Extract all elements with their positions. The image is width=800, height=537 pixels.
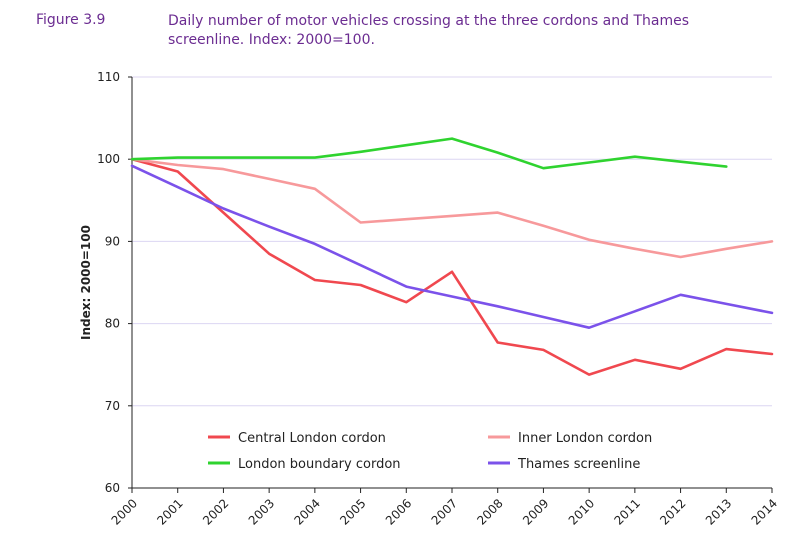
x-tick-label-2006: 2006 [383, 496, 414, 527]
legend-label-thames-screenline: Thames screenline [517, 457, 640, 472]
legend-label-central-london-cordon: Central London cordon [238, 431, 386, 446]
x-tick-label-2014: 2014 [749, 496, 780, 527]
x-tick-label-2007: 2007 [429, 496, 460, 527]
series-line-inner-london-cordon [130, 157, 774, 259]
x-tick-label-2011: 2011 [611, 496, 642, 527]
y-tick-label-80: 80 [105, 317, 120, 331]
legend-label-london-boundary-cordon: London boundary cordon [238, 457, 401, 472]
y-tick-label-70: 70 [105, 399, 120, 413]
x-tick-label-2012: 2012 [657, 496, 688, 527]
figure-title: Daily number of motor vehicles crossing … [168, 13, 689, 48]
series-line-london-boundary-cordon [130, 137, 728, 170]
x-tick-label-2008: 2008 [474, 496, 505, 527]
x-tick-label-2003: 2003 [246, 496, 277, 527]
figure-label: Figure 3.9 [36, 12, 106, 28]
x-tick-label-2005: 2005 [337, 496, 368, 527]
y-axis-title: Index: 2000=100 [79, 225, 93, 340]
x-tick-label-2004: 2004 [291, 496, 322, 527]
x-tick-label-2000: 2000 [109, 496, 140, 527]
x-tick-label-2002: 2002 [200, 496, 231, 527]
y-tick-label-100: 100 [97, 152, 120, 166]
x-tick-label-2001: 2001 [154, 496, 185, 527]
x-tick-label-2009: 2009 [520, 496, 551, 527]
y-tick-label-90: 90 [105, 234, 120, 248]
y-tick-label-60: 60 [105, 481, 120, 495]
series-line-thames-screenline [130, 164, 774, 330]
x-tick-label-2013: 2013 [703, 496, 734, 527]
legend-label-inner-london-cordon: Inner London cordon [518, 431, 652, 446]
series-line-central-london-cordon [130, 157, 774, 376]
x-tick-label-2010: 2010 [566, 496, 597, 527]
y-tick-label-110: 110 [97, 70, 120, 84]
